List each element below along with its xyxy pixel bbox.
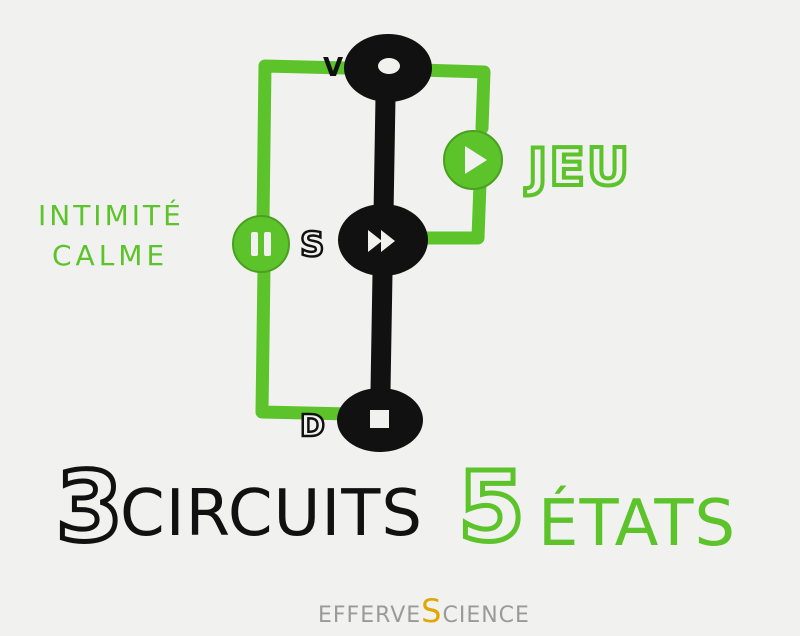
right-branch xyxy=(413,63,503,245)
pause-icon xyxy=(251,232,271,256)
watermark: EfferveScience xyxy=(318,592,530,630)
watermark-part3: cience xyxy=(442,603,529,628)
headline-left-word: circuits xyxy=(120,477,423,551)
left-branch xyxy=(232,59,357,421)
watermark-part1: Efferve xyxy=(318,603,421,628)
fast-forward-icon xyxy=(368,230,395,252)
pause-node xyxy=(232,215,290,273)
stop-square-icon xyxy=(370,410,389,428)
node-label-s: S xyxy=(300,225,325,265)
headline-right-number: 5 xyxy=(458,451,525,563)
headline-left-number: 3 xyxy=(56,451,123,563)
circle-icon xyxy=(378,58,400,74)
left-branch-wire xyxy=(255,59,357,421)
headline-right-word: états xyxy=(538,485,736,561)
left-branch-label-line2: calme xyxy=(52,239,168,272)
main-circuit xyxy=(337,34,432,452)
watermark-part2: S xyxy=(421,592,442,630)
node-label-d: D xyxy=(300,409,325,444)
right-branch-wire xyxy=(413,63,491,245)
left-branch-label-line1: Intimité xyxy=(38,198,184,232)
right-branch-label: Jeu xyxy=(525,138,631,198)
play-icon xyxy=(465,146,487,174)
node-label-v: V xyxy=(323,53,343,83)
